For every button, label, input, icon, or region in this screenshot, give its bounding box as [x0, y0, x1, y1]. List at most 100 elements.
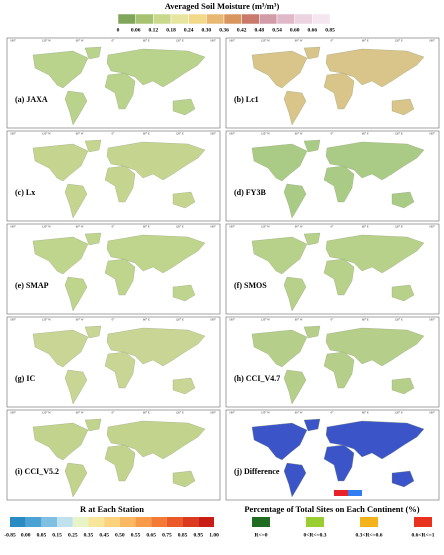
- colorbar-swatch: [170, 13, 189, 25]
- colorbar-tick-label: 0.12: [149, 27, 159, 33]
- longitude-label: 60° W: [295, 39, 303, 43]
- colorbar-swatch: [166, 517, 183, 527]
- panel-label: (i) CCI_V5.2: [15, 467, 59, 476]
- longitude-label: 180°: [429, 225, 436, 229]
- longitude-label: 180°: [229, 411, 236, 415]
- colorbar-swatch: [241, 13, 260, 25]
- longitude-label: 60° E: [143, 318, 150, 322]
- colorbar-swatch: [151, 517, 167, 527]
- longitude-label: 60° W: [76, 411, 84, 415]
- longitude-label: 0°: [112, 225, 116, 229]
- map-panel: 180° 120° W 60° W 0° 60° E 120° E 180° (c) Lx: [6, 130, 221, 222]
- colorbar-swatch: [57, 517, 73, 527]
- r-colorbar-title: R at Each Station: [80, 504, 144, 514]
- colorbar-tick-label: 0.45: [99, 532, 109, 538]
- longitude-label: 60° E: [362, 318, 369, 322]
- longitude-label: 180°: [210, 225, 217, 229]
- colorbar-tick-label: 0.42: [237, 27, 247, 33]
- longitude-label: 60° E: [143, 225, 150, 229]
- legend-swatch: [306, 517, 324, 527]
- longitude-label: 180°: [210, 318, 217, 322]
- longitude-label: 180°: [10, 39, 17, 43]
- longitude-label: 120° W: [261, 225, 270, 229]
- colorbar-swatch: [117, 13, 136, 25]
- colorbar-tick-label: 0.75: [162, 532, 172, 538]
- diff-legend-neg: D<0: [322, 490, 332, 496]
- colorbar-tick-label: 0.06: [131, 27, 141, 33]
- colorbar-swatch: [119, 517, 136, 527]
- longitude-label: 120° E: [395, 225, 403, 229]
- legend-label: 0<R<=0.3: [304, 532, 327, 538]
- longitude-label: 120° W: [261, 132, 270, 136]
- top-colorbar-title: Averaged Soil Moisture (m³/m³): [165, 1, 280, 11]
- colorbar-tick-label: 0: [117, 27, 120, 33]
- longitude-label: 60° E: [143, 132, 150, 136]
- colorbar-swatch: [72, 517, 89, 527]
- colorbar-swatch: [10, 517, 26, 527]
- legend-swatch: [360, 517, 378, 527]
- map-panel: 180° 120° W 60° W 0° 60° E 120° E 180° (b) Lc1: [225, 37, 440, 129]
- longitude-label: 60° W: [76, 318, 84, 322]
- longitude-label: 60° W: [76, 39, 84, 43]
- map-panel: 180° 120° W 60° W 0° 60° E 120° E 180° (g) IC: [6, 316, 221, 408]
- colorbar-tick-label: -0.85: [4, 532, 16, 538]
- diff-swatch-neg: [334, 490, 348, 496]
- diff-legend-pos: D>0: [364, 490, 374, 496]
- colorbar-swatch: [41, 517, 58, 527]
- longitude-label: 60° E: [362, 225, 369, 229]
- colorbar-swatch: [25, 517, 42, 527]
- colorbar-tick-label: 0.15: [52, 532, 62, 538]
- longitude-label: 120° W: [261, 318, 270, 322]
- colorbar-swatch: [276, 13, 295, 25]
- legend-swatch: [414, 517, 432, 527]
- longitude-label: 60° E: [362, 132, 369, 136]
- colorbar-tick-label: 0.50: [115, 532, 125, 538]
- colorbar-swatch: [104, 517, 120, 527]
- longitude-label: 0°: [331, 411, 335, 415]
- colorbar-swatch: [182, 517, 199, 527]
- panel-label: (g) IC: [15, 374, 35, 383]
- colorbar-tick-label: 0.54: [272, 27, 282, 33]
- map-panel: 180° 120° W 60° W 0° 60° E 120° E 180° (i) CCI_…: [6, 409, 221, 501]
- legend-label: 0.6<R<=1: [412, 532, 435, 538]
- panel-label: (f) SMOS: [234, 281, 267, 290]
- longitude-label: 60° W: [295, 411, 303, 415]
- longitude-label: 180°: [229, 225, 236, 229]
- colorbar-tick-label: 0.25: [68, 532, 78, 538]
- colorbar-swatch: [88, 517, 105, 527]
- map-panel: 180° 120° W 60° W 0° 60° E 120° E 180° (f) SMOS: [225, 223, 440, 315]
- longitude-label: 120° W: [42, 318, 51, 322]
- longitude-label: 180°: [10, 225, 17, 229]
- colorbar-swatch: [223, 13, 242, 25]
- colorbar-swatch: [153, 13, 172, 25]
- panel-label: (h) CCI_V4.7: [234, 374, 280, 383]
- colorbar-tick-label: 0.95: [193, 532, 203, 538]
- diff-swatch-pos: [348, 490, 362, 496]
- colorbar-swatch: [198, 517, 214, 527]
- longitude-label: 60° W: [295, 132, 303, 136]
- longitude-label: 180°: [10, 411, 17, 415]
- colorbar-tick-label: 0.85: [325, 27, 335, 33]
- longitude-label: 180°: [210, 411, 217, 415]
- longitude-label: 120° W: [261, 39, 270, 43]
- colorbar-tick-label: 0.05: [37, 532, 47, 538]
- map-panel: 180° 120° W 60° W 0° 60° E 120° E 180° (e) SMAP: [6, 223, 221, 315]
- colorbar-swatch: [135, 13, 154, 25]
- longitude-label: 60° W: [76, 225, 84, 229]
- colorbar-tick-label: 1.00: [209, 532, 219, 538]
- colorbar-tick-label: 0.24: [184, 27, 194, 33]
- panel-label: (a) JAXA: [15, 95, 48, 104]
- colorbar-tick-label: 0.85: [178, 532, 188, 538]
- colorbar-tick-label: 0.65: [146, 532, 156, 538]
- longitude-label: 60° W: [295, 225, 303, 229]
- longitude-label: 120° E: [176, 39, 184, 43]
- longitude-label: 0°: [112, 132, 116, 136]
- legend-label: R<=0: [255, 532, 268, 538]
- longitude-label: 180°: [229, 132, 236, 136]
- longitude-label: 120° W: [42, 411, 51, 415]
- colorbar-tick-label: 0.00: [21, 532, 31, 538]
- colorbar-tick-label: 0.35: [84, 532, 94, 538]
- map-panel: 180° 120° W 60° W 0° 60° E 120° E 180° (h) CCI_…: [225, 316, 440, 408]
- longitude-label: 180°: [10, 318, 17, 322]
